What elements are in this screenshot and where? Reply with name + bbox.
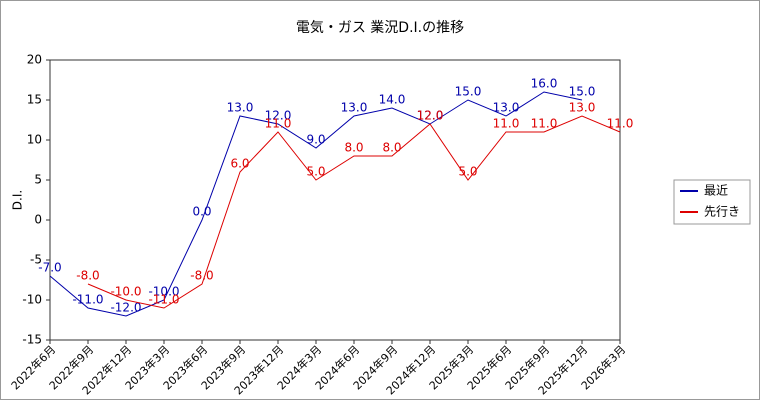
data-label: -8.0	[190, 269, 213, 283]
data-label: 13.0	[569, 101, 596, 115]
data-label: 12.0	[265, 109, 292, 123]
line-series	[87, 115, 621, 309]
data-label: 0.0	[192, 205, 211, 219]
data-label: -10.0	[110, 285, 141, 299]
y-axis-label: D.I.	[11, 190, 25, 210]
data-label: -11.0	[148, 293, 179, 307]
data-label: 9.0	[306, 133, 325, 147]
legend-label: 先行き	[704, 205, 740, 219]
data-label: 5.0	[306, 165, 325, 179]
y-tick-label: -5	[30, 253, 42, 267]
data-label: -8.0	[76, 269, 99, 283]
data-label: 13.0	[493, 101, 520, 115]
legend-label: 最近	[704, 184, 728, 198]
plot-area	[49, 59, 621, 341]
data-label: 11.0	[607, 117, 634, 131]
legend	[673, 179, 751, 225]
data-label: 6.0	[230, 157, 249, 171]
data-label: -7.0	[38, 261, 61, 275]
y-tick-label: 20	[27, 53, 42, 67]
data-label: 8.0	[382, 141, 401, 155]
data-label: 13.0	[227, 101, 254, 115]
data-label: 14.0	[379, 93, 406, 107]
y-tick-label: -15	[22, 333, 42, 347]
line-series	[49, 91, 583, 317]
data-label: 11.0	[531, 117, 558, 131]
data-label: 8.0	[344, 141, 363, 155]
data-label: 16.0	[531, 77, 558, 91]
y-tick-label: 15	[27, 93, 42, 107]
data-label: 12.0	[417, 109, 444, 123]
data-label: -11.0	[72, 293, 103, 307]
data-label: 11.0	[493, 117, 520, 131]
y-tick-label: 5	[34, 173, 42, 187]
data-label: 11.0	[265, 117, 292, 131]
chart-title: 電気・ガス 業況D.I.の推移	[296, 20, 464, 36]
y-tick-label: 10	[27, 133, 42, 147]
y-tick-label: 0	[34, 213, 42, 227]
data-label: -12.0	[110, 301, 141, 315]
data-label: 15.0	[455, 85, 482, 99]
y-tick-label: -10	[22, 293, 42, 307]
data-label: 15.0	[569, 85, 596, 99]
data-label: -10.0	[148, 285, 179, 299]
data-label: 5.0	[458, 165, 477, 179]
data-label: 13.0	[341, 101, 368, 115]
data-label: 12.0	[417, 109, 444, 123]
